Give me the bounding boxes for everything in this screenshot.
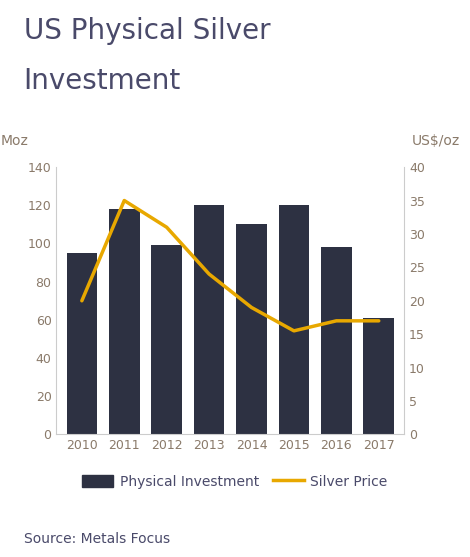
Text: US$/oz: US$/oz	[412, 134, 460, 148]
Bar	[363, 318, 394, 434]
Legend: Physical Investment, Silver Price: Physical Investment, Silver Price	[77, 469, 393, 495]
Bar	[236, 224, 267, 434]
Bar	[321, 247, 352, 434]
Bar	[67, 253, 97, 434]
Bar	[109, 209, 140, 434]
Text: Source: Metals Focus: Source: Metals Focus	[24, 532, 170, 546]
Text: US Physical Silver: US Physical Silver	[24, 17, 270, 45]
Bar	[151, 246, 182, 434]
Bar	[194, 206, 224, 434]
Text: Moz: Moz	[1, 134, 29, 148]
Text: Investment: Investment	[24, 67, 181, 95]
Bar	[279, 206, 309, 434]
